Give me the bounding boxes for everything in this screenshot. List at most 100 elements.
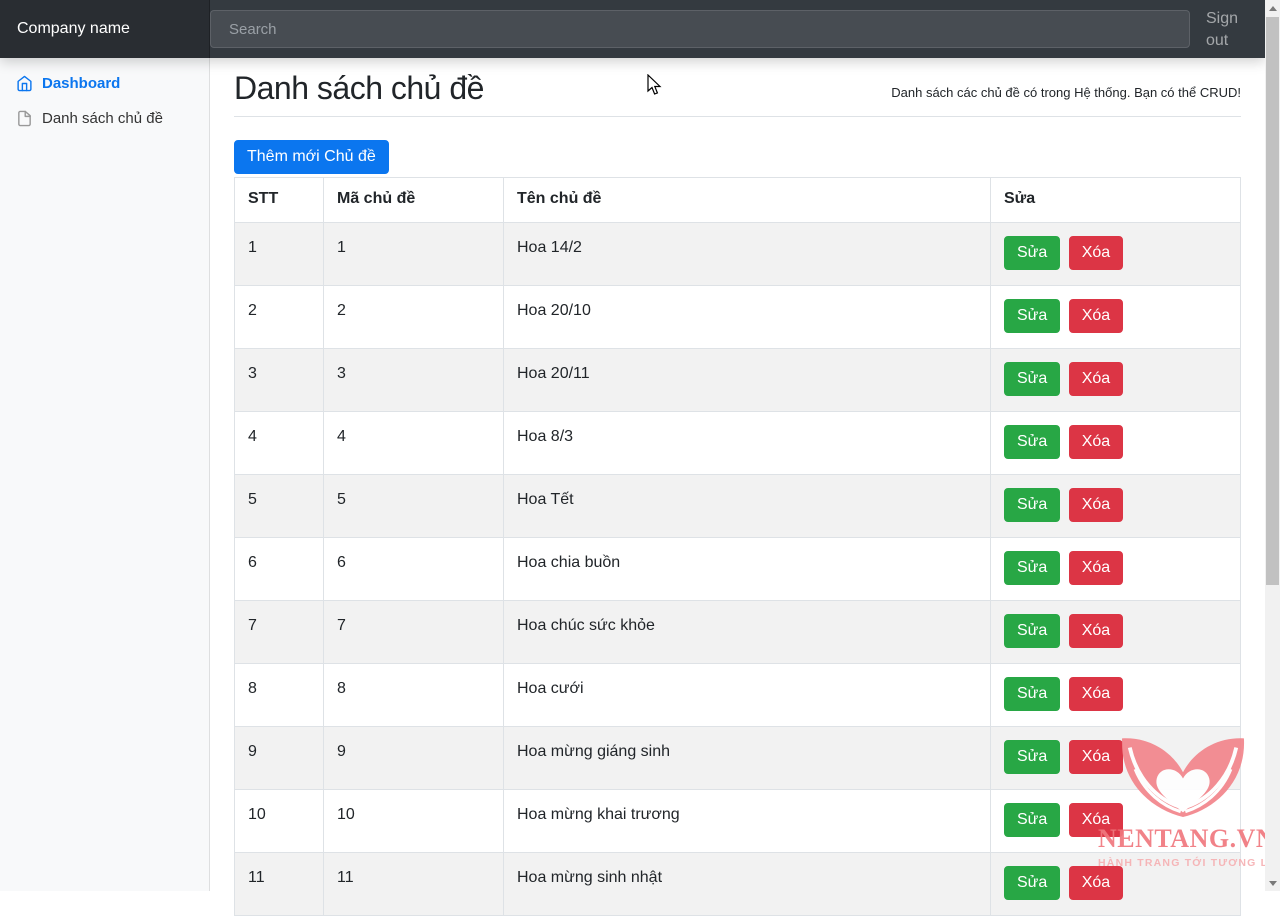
cell-actions: Sửa Xóa [990,852,1241,916]
cell-ma: 8 [323,663,504,727]
edit-button[interactable]: Sửa [1004,677,1061,711]
cell-ten: Hoa 20/11 [503,348,991,412]
cell-ma: 1 [323,222,504,286]
page-header: Danh sách chủ đề Danh sách các chủ đề có… [234,58,1241,117]
sidebar-item-dashboard[interactable]: Dashboard [0,66,210,101]
delete-button[interactable]: Xóa [1068,236,1124,270]
cell-actions: Sửa Xóa [990,411,1241,475]
sidebar-item-topic-list[interactable]: Danh sách chủ đề [0,101,210,136]
search-area [210,0,1190,58]
cell-ten: Hoa mừng giáng sinh [503,726,991,790]
triangle-down-icon [1268,880,1277,886]
delete-button[interactable]: Xóa [1068,866,1124,900]
edit-button[interactable]: Sửa [1004,551,1061,585]
triangle-up-icon [1268,5,1277,11]
cell-actions: Sửa Xóa [990,222,1241,286]
cell-ma: 4 [323,411,504,475]
main-content: Danh sách chủ đề Danh sách các chủ đề có… [210,58,1265,916]
cell-actions: Sửa Xóa [990,537,1241,601]
page-subtitle: Danh sách các chủ đề có trong Hệ thống. … [891,85,1241,100]
cell-stt: 10 [234,789,324,853]
delete-button[interactable]: Xóa [1068,803,1124,837]
cell-ma: 6 [323,537,504,601]
edit-button[interactable]: Sửa [1004,425,1061,459]
cell-ma: 3 [323,348,504,412]
delete-button[interactable]: Xóa [1068,488,1124,522]
cell-stt: 11 [234,852,324,916]
delete-button[interactable]: Xóa [1068,677,1124,711]
cell-ten: Hoa mừng khai trương [503,789,991,853]
cell-ma: 2 [323,285,504,349]
cell-ma: 10 [323,789,504,853]
delete-button[interactable]: Xóa [1068,551,1124,585]
cell-stt: 2 [234,285,324,349]
table-row: 1 1 Hoa 14/2 Sửa Xóa [234,222,1241,286]
table-row: 4 4 Hoa 8/3 Sửa Xóa [234,411,1241,475]
page-title: Danh sách chủ đề [234,70,484,106]
table-row: 8 8 Hoa cưới Sửa Xóa [234,663,1241,727]
cell-ten: Hoa chúc sức khỏe [503,600,991,664]
cell-actions: Sửa Xóa [990,789,1241,853]
cell-stt: 3 [234,348,324,412]
topic-table: STT Mã chủ đề Tên chủ đề Sửa 1 1 Hoa 14/… [234,177,1241,916]
table-row: 3 3 Hoa 20/11 Sửa Xóa [234,348,1241,412]
scroll-down-button[interactable] [1265,875,1280,891]
cell-stt: 9 [234,726,324,790]
column-header-sua: Sửa [990,177,1241,223]
cell-stt: 7 [234,600,324,664]
add-topic-button[interactable]: Thêm mới Chủ đề [234,140,389,174]
cell-actions: Sửa Xóa [990,285,1241,349]
cell-ten: Hoa 8/3 [503,411,991,475]
column-header-stt: STT [234,177,324,223]
search-input[interactable] [210,10,1190,48]
file-icon [16,110,33,127]
scroll-up-button[interactable] [1265,0,1280,16]
cell-stt: 5 [234,474,324,538]
column-header-ma: Mã chủ đề [323,177,504,223]
cell-stt: 6 [234,537,324,601]
vertical-scrollbar[interactable] [1265,0,1280,891]
edit-button[interactable]: Sửa [1004,362,1061,396]
edit-button[interactable]: Sửa [1004,866,1061,900]
table-row: 6 6 Hoa chia buồn Sửa Xóa [234,537,1241,601]
cell-ma: 9 [323,726,504,790]
topic-table-body: 1 1 Hoa 14/2 Sửa Xóa 2 2 Hoa 20/10 Sửa X… [234,222,1241,916]
cell-ten: Hoa 14/2 [503,222,991,286]
cell-stt: 8 [234,663,324,727]
sidebar-nav: Dashboard Danh sách chủ đề [0,58,210,891]
cell-ten: Hoa chia buồn [503,537,991,601]
table-row: 10 10 Hoa mừng khai trương Sửa Xóa [234,789,1241,853]
cell-ten: Hoa Tết [503,474,991,538]
table-row: 2 2 Hoa 20/10 Sửa Xóa [234,285,1241,349]
edit-button[interactable]: Sửa [1004,803,1061,837]
edit-button[interactable]: Sửa [1004,614,1061,648]
cell-actions: Sửa Xóa [990,600,1241,664]
cell-actions: Sửa Xóa [990,663,1241,727]
cell-stt: 4 [234,411,324,475]
cell-actions: Sửa Xóa [990,726,1241,790]
delete-button[interactable]: Xóa [1068,299,1124,333]
column-header-ten: Tên chủ đề [503,177,991,223]
edit-button[interactable]: Sửa [1004,488,1061,522]
edit-button[interactable]: Sửa [1004,299,1061,333]
table-row: 7 7 Hoa chúc sức khỏe Sửa Xóa [234,600,1241,664]
edit-button[interactable]: Sửa [1004,236,1061,270]
cell-stt: 1 [234,222,324,286]
delete-button[interactable]: Xóa [1068,740,1124,774]
edit-button[interactable]: Sửa [1004,740,1061,774]
sidebar-item-label: Danh sách chủ đề [42,110,163,127]
delete-button[interactable]: Xóa [1068,362,1124,396]
table-row: 5 5 Hoa Tết Sửa Xóa [234,474,1241,538]
cell-ma: 5 [323,474,504,538]
delete-button[interactable]: Xóa [1068,614,1124,648]
cell-actions: Sửa Xóa [990,474,1241,538]
sign-out-link[interactable]: Sign out [1206,10,1239,49]
table-row: 11 11 Hoa mừng sinh nhật Sửa Xóa [234,852,1241,916]
table-row: 9 9 Hoa mừng giáng sinh Sửa Xóa [234,726,1241,790]
cell-actions: Sửa Xóa [990,348,1241,412]
scrollbar-thumb[interactable] [1266,17,1279,585]
cell-ten: Hoa cưới [503,663,991,727]
brand-title[interactable]: Company name [0,0,210,58]
top-navbar: Company name Sign out [0,0,1265,58]
delete-button[interactable]: Xóa [1068,425,1124,459]
